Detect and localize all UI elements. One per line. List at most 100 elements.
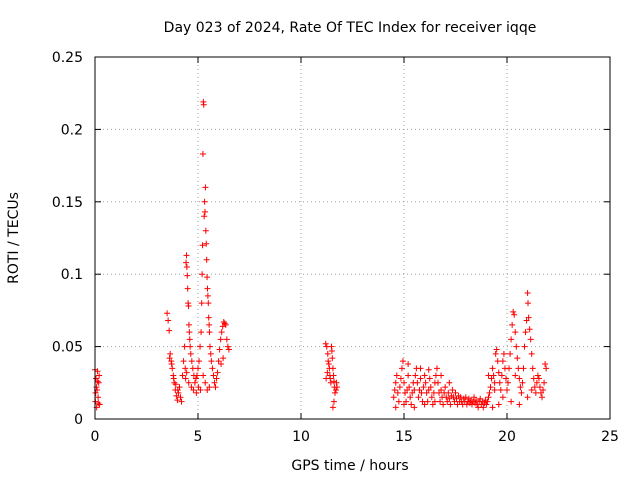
data-point	[496, 379, 503, 386]
data-point	[192, 375, 199, 382]
data-point	[202, 208, 209, 215]
data-point	[401, 401, 407, 408]
data-point	[205, 314, 212, 321]
data-point	[95, 394, 102, 401]
data-point	[183, 252, 190, 259]
data-point	[415, 394, 422, 401]
data-point	[177, 394, 184, 401]
data-point	[199, 271, 206, 278]
data-point	[499, 358, 506, 365]
data-point	[185, 303, 192, 310]
data-point	[532, 389, 539, 396]
data-point	[418, 389, 425, 396]
data-point	[486, 389, 493, 396]
x-tick-label: 15	[395, 429, 413, 445]
data-point	[324, 369, 331, 376]
data-point	[222, 321, 229, 328]
data-point	[430, 389, 437, 396]
data-point	[422, 379, 429, 386]
data-point	[485, 372, 492, 379]
chart-title: Day 023 of 2024, Rate Of TEC Index for r…	[164, 20, 537, 36]
data-point	[92, 389, 99, 396]
data-point	[495, 369, 502, 376]
data-point	[329, 355, 336, 362]
data-point	[175, 389, 182, 396]
data-point	[166, 327, 173, 334]
x-tick-label: 25	[601, 429, 619, 445]
data-point	[206, 329, 213, 336]
data-point	[397, 375, 404, 382]
data-point	[210, 372, 217, 379]
data-point	[206, 384, 213, 391]
data-point	[206, 321, 213, 328]
data-point	[411, 404, 418, 411]
data-point	[417, 375, 424, 382]
data-point	[191, 379, 198, 386]
data-point	[530, 375, 537, 382]
data-point	[492, 350, 499, 357]
data-point	[485, 394, 492, 401]
data-point	[96, 372, 103, 379]
data-point	[417, 365, 424, 372]
data-point	[323, 375, 330, 382]
data-point	[183, 259, 190, 266]
data-point	[493, 346, 500, 353]
data-point	[183, 369, 190, 376]
data-point	[521, 343, 528, 350]
data-point	[443, 394, 450, 401]
data-point	[424, 398, 431, 405]
data-point	[202, 379, 209, 386]
plot-frame	[94, 56, 611, 420]
data-point	[197, 387, 204, 394]
y-axis-title: ROTI / TECUs	[6, 192, 22, 284]
data-point	[527, 336, 534, 343]
data-point	[217, 336, 224, 343]
data-point	[414, 379, 421, 386]
data-point	[434, 379, 441, 386]
data-point	[330, 398, 337, 405]
data-point	[525, 300, 532, 307]
y-tick-label: 0.05	[52, 340, 83, 356]
data-point	[535, 375, 542, 382]
data-point	[528, 387, 535, 394]
data-point	[405, 360, 412, 367]
data-point	[179, 372, 186, 379]
data-point	[199, 151, 206, 158]
data-point	[468, 401, 475, 408]
data-point	[513, 343, 520, 350]
data-point	[170, 375, 177, 382]
data-point	[96, 401, 103, 408]
data-point	[445, 389, 452, 396]
data-point	[209, 365, 216, 372]
data-point	[202, 184, 209, 191]
data-point	[185, 321, 192, 328]
data-point	[195, 365, 201, 372]
data-point	[393, 372, 400, 379]
x-tick-label: 5	[194, 429, 203, 445]
data-point	[206, 343, 213, 350]
x-tick-labels: 0 5 10 15 20 25	[91, 429, 619, 445]
data-point	[507, 350, 514, 357]
data-point	[184, 272, 191, 279]
data-point	[186, 329, 193, 336]
data-point	[204, 274, 211, 281]
data-point	[224, 343, 231, 350]
data-point	[169, 365, 176, 372]
data-point	[329, 365, 336, 372]
data-point	[94, 378, 101, 385]
data-point	[392, 404, 399, 411]
data-point	[512, 329, 519, 336]
data-point	[395, 398, 402, 405]
data-point	[483, 401, 490, 408]
data-point	[189, 365, 196, 372]
data-point	[491, 379, 498, 386]
data-point	[167, 350, 174, 357]
data-point	[543, 365, 550, 372]
data-point	[405, 372, 412, 379]
data-point	[508, 398, 515, 405]
data-point	[174, 387, 181, 394]
data-point	[208, 358, 215, 365]
data-point	[216, 346, 223, 353]
data-point	[401, 379, 407, 386]
x-tick-label: 10	[292, 429, 310, 445]
